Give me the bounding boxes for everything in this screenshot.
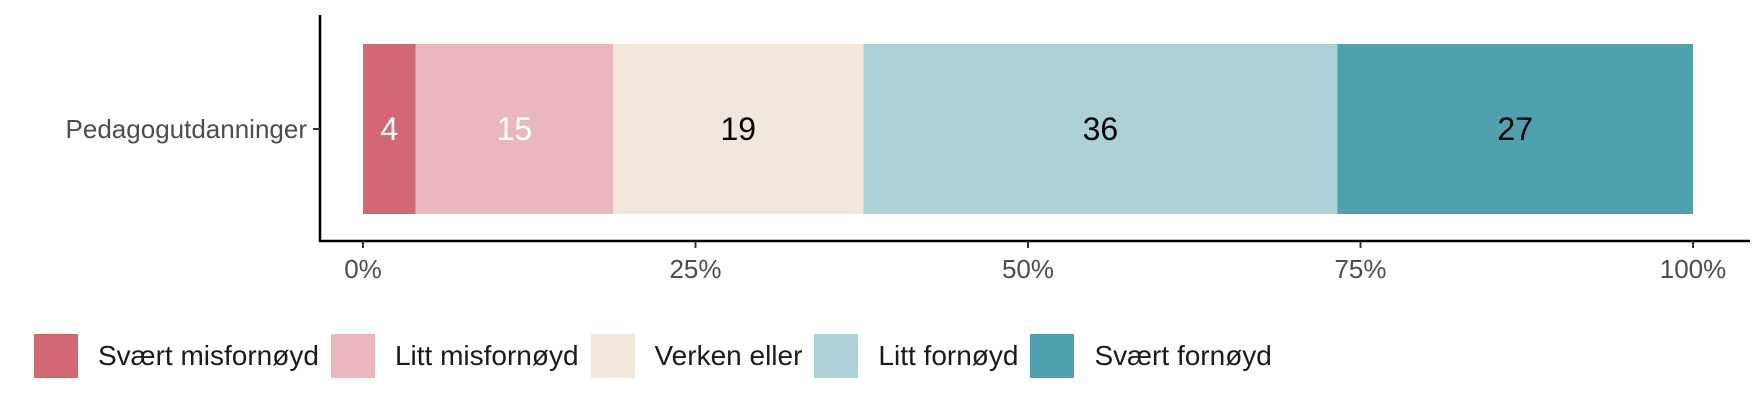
x-tick-label: 50%	[1002, 254, 1054, 284]
legend-item: Litt misfornøyd	[330, 334, 579, 378]
x-axis-ticks: 0% 25% 50% 75% 100%	[344, 241, 1726, 284]
legend-swatch	[330, 334, 375, 378]
segment-value-label: 36	[1083, 111, 1119, 147]
bar-segment	[415, 44, 614, 214]
bar-segment	[863, 44, 1338, 214]
legend: Svært misfornøyd Litt misfornøyd Verken el…	[34, 334, 1284, 378]
legend-item: Verken eller	[590, 334, 803, 378]
legend-swatch	[34, 334, 78, 378]
legend-item: Svært misfornøyd	[34, 334, 319, 378]
x-tick-label: 100%	[1660, 254, 1727, 284]
segment-value-label: 15	[497, 111, 533, 147]
legend-swatch	[1030, 334, 1075, 378]
y-axis-ticks: Pedagogutdanninger	[66, 114, 320, 144]
segment-labels: 4 15 19 36 27	[380, 111, 1533, 147]
x-tick-label: 25%	[669, 254, 721, 284]
bar-segment	[363, 44, 416, 214]
x-tick-label: 75%	[1334, 254, 1386, 284]
legend-item: Litt fornøyd	[814, 334, 1018, 378]
legend-label: Svært fornøyd	[1094, 340, 1272, 371]
legend-swatch	[590, 334, 635, 378]
bar-segment	[613, 44, 864, 214]
bar-segments	[363, 44, 1693, 214]
legend-label: Litt misfornøyd	[394, 340, 579, 371]
segment-value-label: 4	[380, 111, 398, 147]
category-label: Pedagogutdanninger	[66, 114, 308, 144]
bar-segment	[1337, 44, 1693, 214]
segment-value-label: 19	[721, 111, 757, 147]
legend-item: Svært fornøyd	[1030, 334, 1272, 378]
legend-swatch	[814, 334, 859, 378]
legend-label: Verken eller	[654, 340, 803, 371]
x-tick-label: 0%	[344, 254, 382, 284]
segment-value-label: 27	[1497, 111, 1533, 147]
legend-label: Svært misfornøyd	[98, 340, 319, 371]
legend-label: Litt fornøyd	[878, 340, 1019, 371]
